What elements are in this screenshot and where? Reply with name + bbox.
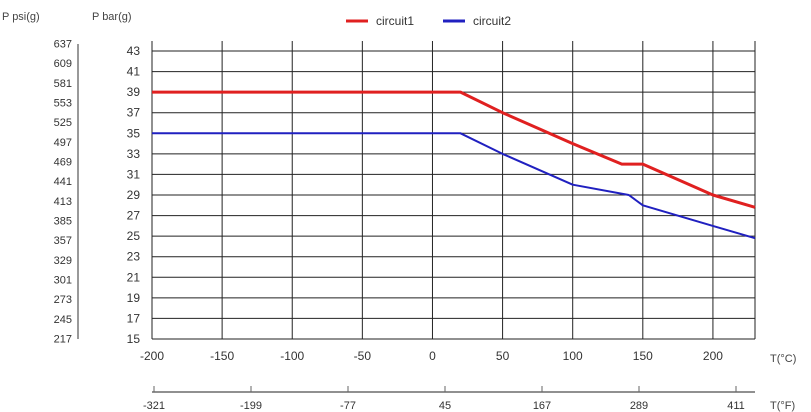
- y-tick-label-psi: 245: [54, 314, 72, 326]
- y-tick-label-psi: 217: [54, 334, 72, 346]
- x-tick-label-celsius: 100: [563, 349, 583, 363]
- x-tick-label-celsius: -100: [280, 349, 304, 363]
- x-tick-label-fahrenheit: 289: [630, 400, 648, 412]
- y-tick-label-bar: 41: [127, 65, 141, 79]
- x-tick-label-celsius: 150: [633, 349, 653, 363]
- y-tick-label-bar: 35: [127, 126, 141, 140]
- y-tick-label-bar: 17: [127, 311, 141, 325]
- x-axis-title-fahrenheit: T(°F): [770, 400, 795, 412]
- legend-label-circuit1: circuit1: [376, 14, 414, 28]
- y-tick-label-psi: 357: [54, 235, 72, 247]
- x-tick-label-celsius: -50: [354, 349, 372, 363]
- y-tick-label-bar: 27: [127, 209, 141, 223]
- y-tick-label-bar: 39: [127, 85, 141, 99]
- x-tick-label-fahrenheit: 411: [727, 400, 745, 412]
- y-tick-label-bar: 43: [127, 44, 141, 58]
- y-tick-label-bar: 25: [127, 229, 141, 243]
- legend: circuit1 circuit2: [346, 14, 511, 28]
- y-tick-label-bar: 21: [127, 270, 141, 284]
- y-tick-label-bar: 33: [127, 147, 141, 161]
- y-tick-label-psi: 385: [54, 216, 72, 228]
- y-tick-label-psi: 301: [54, 275, 72, 287]
- y-tick-label-psi: 469: [54, 157, 72, 169]
- psi-axis-title: P psi(g): [2, 11, 40, 23]
- legend-label-circuit2: circuit2: [473, 14, 511, 28]
- y-tick-label-psi: 497: [54, 137, 72, 149]
- y-tick-label-bar: 19: [127, 291, 141, 305]
- x-tick-label-fahrenheit: -77: [340, 400, 356, 412]
- x-tick-label-celsius: 50: [496, 349, 510, 363]
- y-tick-label-bar: 31: [127, 167, 141, 181]
- y-tick-label-bar: 23: [127, 250, 141, 264]
- y-tick-label-psi: 273: [54, 294, 72, 306]
- x-tick-label-fahrenheit: 167: [533, 400, 551, 412]
- tick-labels: 15 17 19 21 23 25 27 29 31 33 35 37 39 41 43 217 245 273 3…: [54, 39, 745, 412]
- x-axis-title-celsius: T(°C): [770, 353, 796, 365]
- y-tick-label-bar: 29: [127, 188, 141, 202]
- y-tick-label-psi: 329: [54, 255, 72, 267]
- bar-axis-title: P bar(g): [92, 11, 132, 23]
- x-tick-label-celsius: 0: [429, 349, 436, 363]
- x-tick-label-celsius: 200: [703, 349, 723, 363]
- x-tick-label-fahrenheit: -199: [240, 400, 262, 412]
- y-tick-label-bar: 15: [127, 332, 141, 346]
- x-tick-label-fahrenheit: -321: [143, 400, 165, 412]
- y-tick-label-psi: 553: [54, 98, 72, 110]
- y-tick-label-psi: 609: [54, 58, 72, 70]
- grid: [151, 41, 756, 340]
- y-tick-label-psi: 441: [54, 176, 72, 188]
- y-tick-label-psi: 581: [54, 78, 72, 90]
- x-tick-label-celsius: -200: [140, 349, 164, 363]
- y-tick-label-psi: 525: [54, 117, 72, 129]
- series-line-circuit2: [152, 132, 756, 240]
- x-tick-label-fahrenheit: 45: [439, 400, 451, 412]
- y-tick-label-psi: 637: [54, 39, 72, 51]
- x-tick-label-celsius: -150: [210, 349, 234, 363]
- y-tick-label-bar: 37: [127, 106, 141, 120]
- series-line-circuit1: [152, 90, 756, 209]
- y-tick-label-psi: 413: [54, 196, 72, 208]
- axes: [77, 44, 755, 393]
- series-lines: [151, 90, 756, 240]
